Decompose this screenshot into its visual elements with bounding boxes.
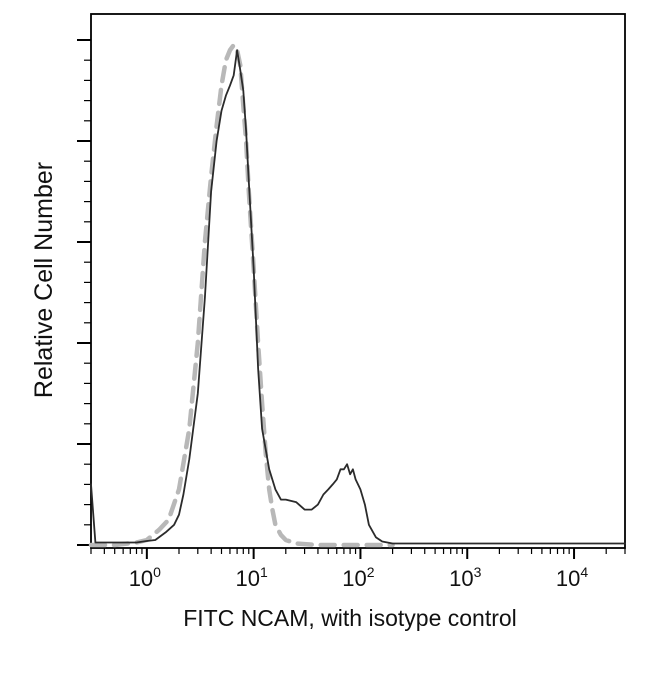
plot-frame	[90, 13, 626, 549]
x-axis-label: FITC NCAM, with isotype control	[183, 605, 517, 631]
series-layer	[88, 42, 626, 548]
y-axis-label: Relative Cell Number	[30, 162, 58, 398]
ncam-line	[90, 49, 626, 545]
x-tick-label: 102	[342, 564, 374, 591]
x-tick-labels: 100 101 102 103 104	[129, 564, 589, 591]
x-tick-label: 101	[236, 564, 268, 591]
x-tick-label: 104	[556, 564, 588, 591]
x-tick-label: 100	[129, 564, 161, 591]
major-ticks	[77, 39, 576, 559]
isotype-control-line	[88, 42, 395, 548]
minor-ticks	[84, 59, 626, 554]
x-tick-label: 103	[449, 564, 481, 591]
